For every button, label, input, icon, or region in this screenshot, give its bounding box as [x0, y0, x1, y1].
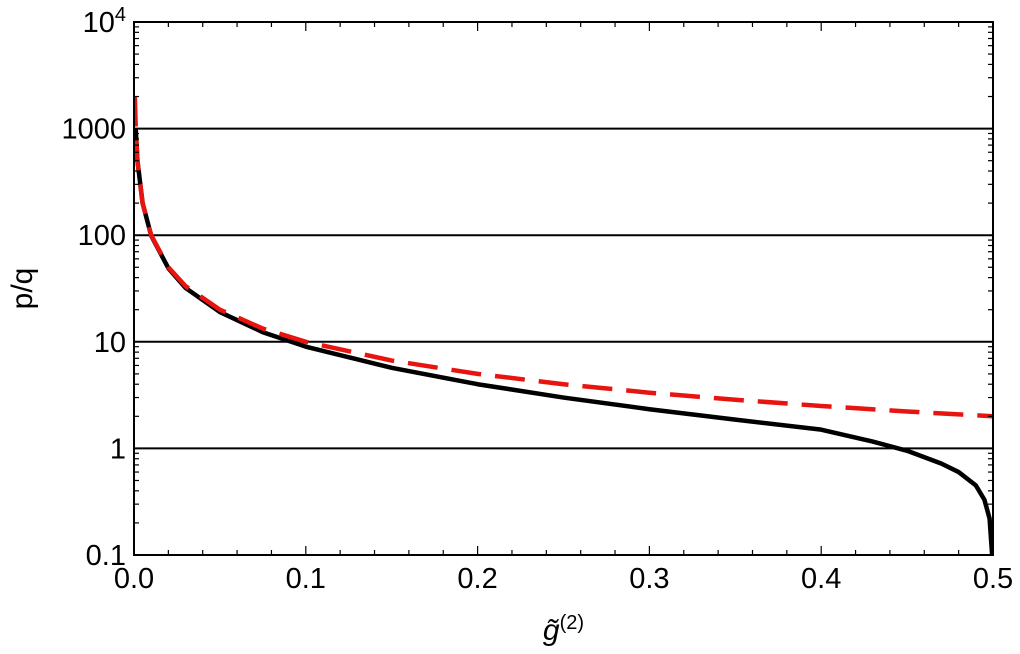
dashed-series-line: [134, 96, 993, 419]
plot-frame: [133, 21, 994, 556]
y-tick-label: 10: [94, 327, 126, 359]
plot-lines: [134, 96, 993, 556]
ticks: [133, 22, 994, 556]
y-axis-title: p/q: [6, 268, 39, 310]
x-tick-label: 0.5: [973, 563, 1013, 595]
y-tick-label: 100: [78, 220, 126, 252]
y-tick-label: 0.1: [86, 540, 126, 572]
y-tick-label: 1000: [61, 114, 126, 146]
x-tick-label: 0.1: [286, 563, 326, 595]
gridlines: [134, 127, 993, 450]
y-tick-label: 104: [83, 4, 126, 39]
x-tick-label: 0.2: [457, 563, 497, 595]
x-tick-label: 0.0: [114, 563, 154, 595]
y-tick-label: 1: [110, 433, 126, 465]
solid-series-line: [134, 128, 993, 556]
x-tick-label: 0.3: [629, 563, 669, 595]
x-axis-title: g̃(2): [543, 612, 584, 647]
x-axis-title-main: g̃: [543, 614, 560, 647]
x-axis-title-sup: (2): [560, 612, 584, 634]
x-tick-label: 0.4: [801, 563, 841, 595]
